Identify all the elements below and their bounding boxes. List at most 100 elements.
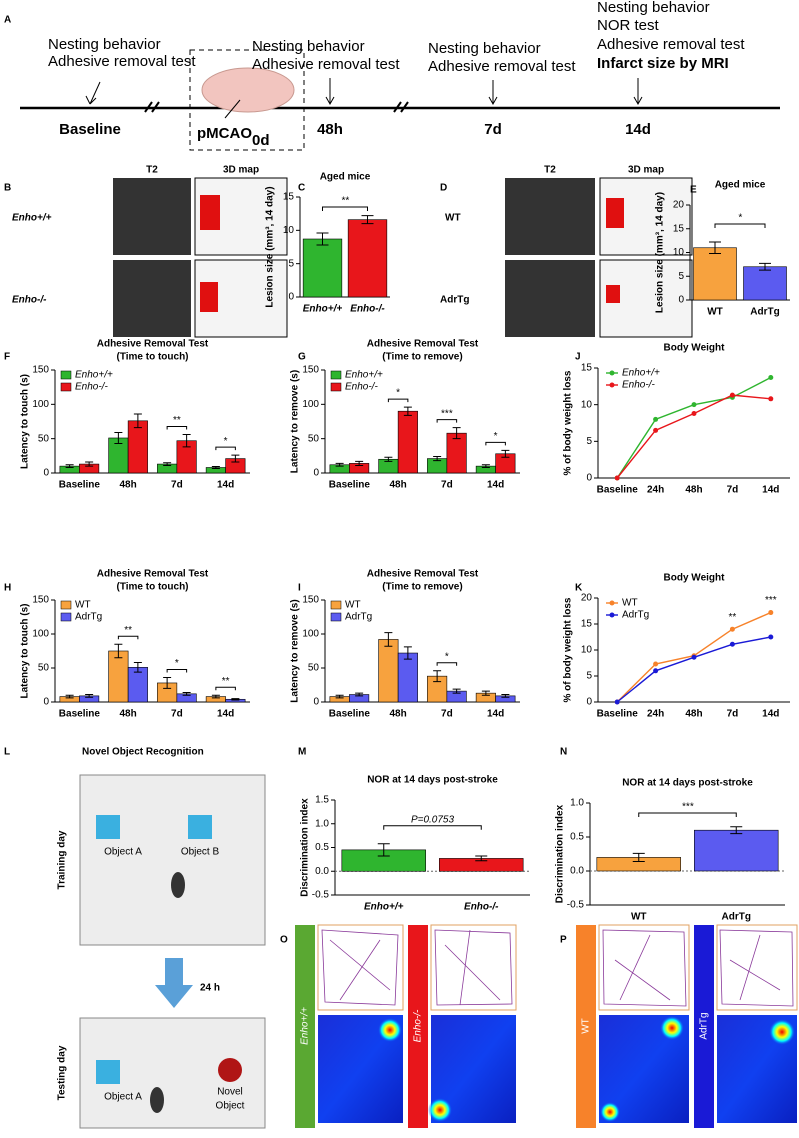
panel-label: M [298, 747, 306, 758]
chart: NOR at 14 days post-stroke Discrimination… [555, 778, 785, 923]
x-tick-label: Baseline [597, 485, 639, 496]
chart-title: Body Weight [664, 343, 726, 354]
legend-swatch [330, 612, 342, 622]
error-bar [182, 691, 191, 696]
x-tick-label: Enho-/- [464, 902, 499, 913]
column-header: 3D map [628, 165, 664, 176]
y-tick-label: 5 [678, 271, 684, 282]
x-tick-label: Baseline [329, 709, 371, 720]
x-tick-label: 14d [762, 709, 779, 720]
y-tick-label: 20 [673, 200, 685, 211]
x-tick-label: 7d [171, 709, 183, 720]
hotspot [428, 1098, 452, 1122]
timeline-label: 7d [484, 121, 502, 138]
y-axis-label: Latency to remove (s) [290, 370, 301, 473]
error-bar [709, 241, 721, 254]
x-tick-label: 48h [685, 709, 702, 720]
x-tick-label: 14d [217, 480, 234, 491]
x-tick-label: AdrTg [750, 307, 779, 318]
object-label: Object A [104, 1092, 142, 1103]
panel-label: N [560, 747, 567, 758]
panel-title: Novel Object Recognition [82, 747, 204, 758]
y-tick-label: 100 [32, 629, 49, 640]
y-tick-label: 0 [313, 697, 319, 708]
x-tick-label: Enho-/- [350, 304, 385, 315]
bar [693, 247, 737, 301]
error-bar [231, 454, 240, 463]
sig-label: ** [222, 676, 230, 687]
y-tick-label: 0 [678, 295, 684, 306]
chart-title: (Time to touch) [116, 582, 188, 593]
y-tick-label: 15 [581, 619, 593, 630]
x-tick-label: 7d [727, 709, 739, 720]
arrow [488, 80, 498, 106]
x-tick-label: 14d [487, 709, 504, 720]
line [616, 636, 771, 703]
sig-bracket [117, 635, 139, 640]
y-tick-label: 15 [581, 363, 593, 374]
legend-label: AdrTg [75, 612, 102, 623]
x-tick-label: Baseline [329, 480, 371, 491]
side-label: Testing day [57, 1045, 68, 1100]
legend-label: WT [75, 600, 91, 611]
error-bar [433, 456, 442, 462]
y-tick-label: 0.5 [570, 832, 584, 843]
point [768, 396, 774, 402]
legend-swatch [609, 370, 615, 376]
timeline-text: Nesting behavior [252, 38, 365, 55]
x-tick-label: 14d [217, 709, 234, 720]
error-bar [211, 465, 220, 470]
arrow [325, 78, 335, 106]
panel-label: L [4, 747, 10, 758]
interval-label: 24 h [200, 983, 220, 994]
panel-label: A [4, 15, 11, 26]
y-axis-label: % of body weight loss [563, 370, 574, 475]
timeline-label: 14d [625, 121, 651, 138]
error-bar [182, 434, 191, 448]
chart-title: Aged mice [320, 172, 371, 183]
error-bar [403, 646, 412, 660]
axis-break [144, 101, 409, 113]
x-tick-label: Baseline [59, 480, 101, 491]
y-tick-label: 0 [586, 473, 592, 484]
group-label: WT [581, 1018, 592, 1034]
y-tick-label: 150 [302, 595, 319, 606]
point [614, 699, 620, 705]
panel-label: P [560, 935, 567, 946]
mouse-icon [171, 872, 185, 898]
mouse-icon [150, 1087, 164, 1113]
point [729, 392, 735, 398]
error-bar [475, 855, 488, 862]
x-tick-label: 48h [120, 709, 137, 720]
y-tick-label: 50 [38, 433, 50, 444]
error-bar [730, 826, 743, 835]
legend-swatch [609, 382, 615, 388]
bar [397, 652, 418, 703]
chart: Body Weight % of body weight loss 0 5 10 15 20… [563, 573, 790, 720]
x-tick-label: 7d [441, 480, 453, 491]
y-tick-label: -0.5 [312, 890, 330, 901]
bar [127, 420, 148, 474]
sig-label: ** [124, 625, 132, 636]
track [321, 929, 399, 1006]
error-bar [65, 464, 74, 469]
error-bar [384, 456, 393, 462]
object-icon [96, 815, 120, 839]
sig-label: * [396, 388, 400, 399]
row-label: WT [445, 213, 461, 224]
sig-bracket [383, 825, 482, 830]
y-tick-label: 1.5 [315, 795, 329, 806]
track [719, 929, 794, 1007]
y-tick-label: 0 [43, 468, 49, 479]
timeline-text: Adhesive removal test [48, 53, 196, 70]
track [602, 929, 687, 1007]
line [616, 394, 771, 479]
y-tick-label: 150 [32, 595, 49, 606]
bar [108, 650, 129, 703]
y-tick-label: 15 [673, 223, 685, 234]
x-tick-label: 7d [727, 485, 739, 496]
side-label: Training day [57, 830, 68, 889]
y-tick-label: 150 [302, 365, 319, 376]
panel-label: H [4, 583, 11, 594]
chart-title: Aged mice [715, 180, 766, 191]
